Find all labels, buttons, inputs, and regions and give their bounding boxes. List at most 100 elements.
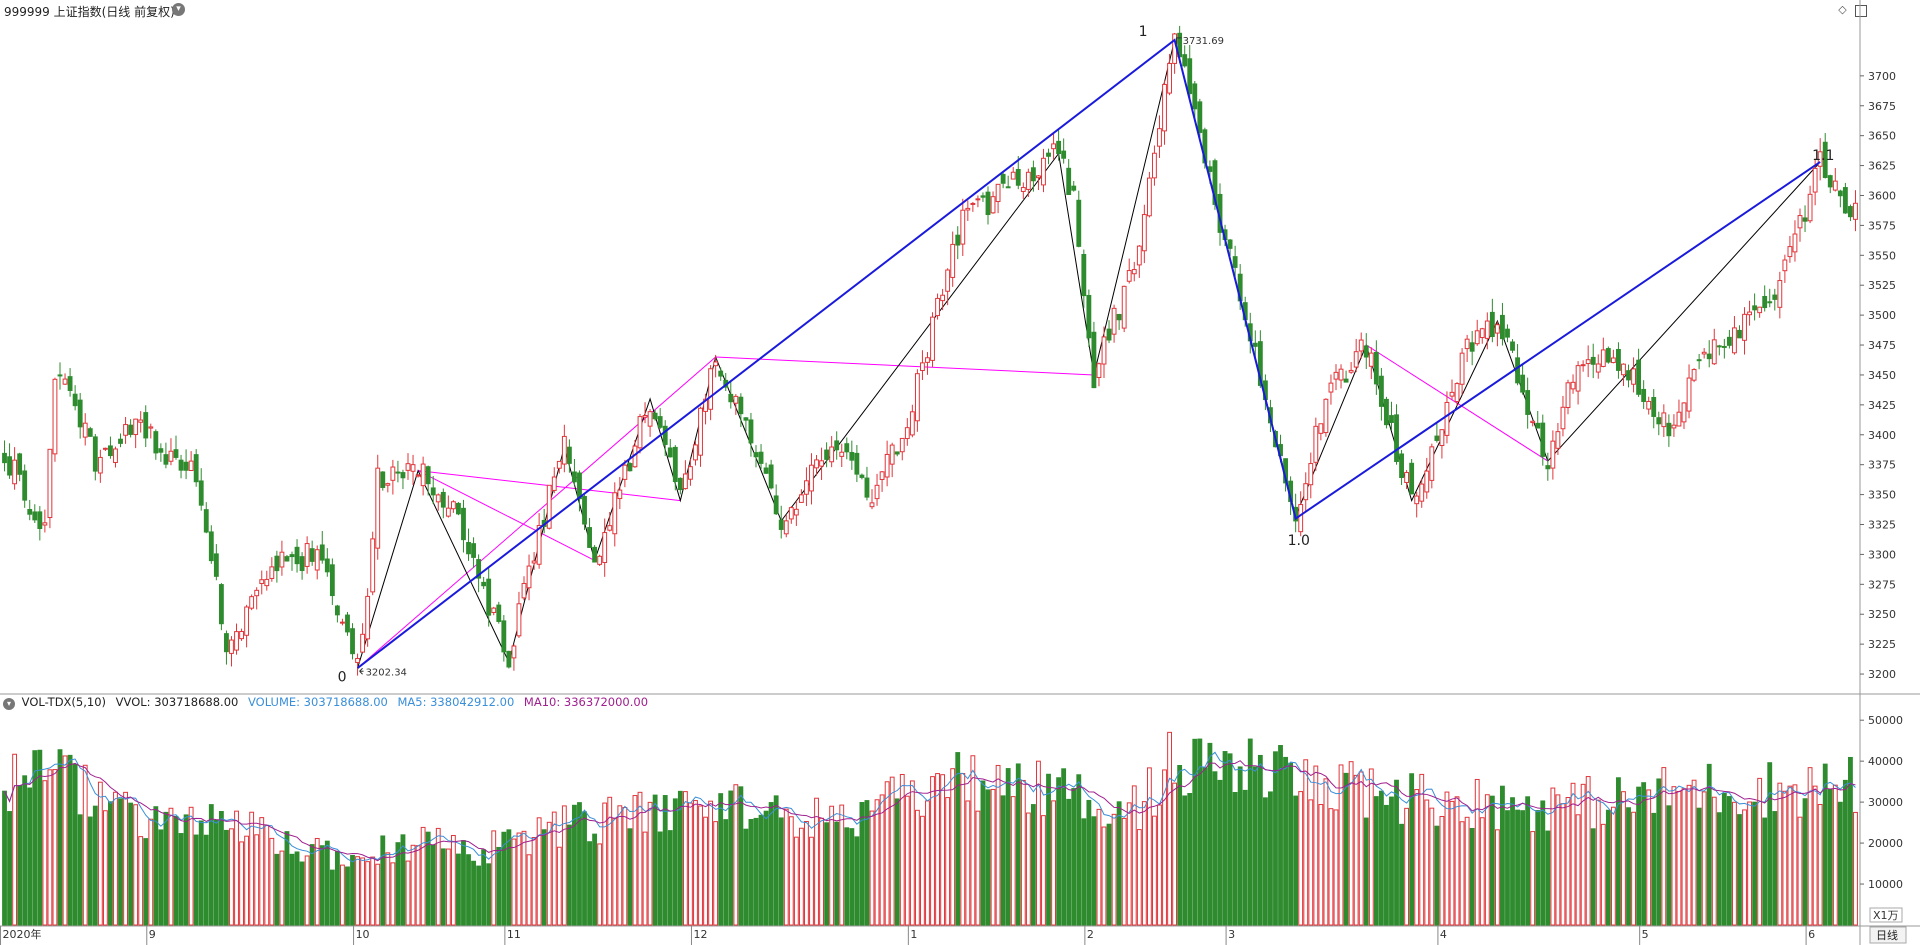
volume-bar	[657, 831, 663, 926]
volume-bar	[491, 830, 497, 926]
candle	[602, 518, 608, 577]
candle-body	[511, 645, 517, 659]
volume-bar	[1298, 791, 1304, 926]
candle	[839, 443, 845, 467]
volume-bar	[1732, 801, 1737, 926]
candle-body	[1550, 440, 1556, 469]
candle	[1555, 422, 1561, 455]
candle-body	[390, 466, 396, 481]
volume-bar	[541, 829, 547, 926]
volume-bar	[809, 836, 814, 926]
volume-bar	[1605, 809, 1611, 926]
candle	[12, 447, 18, 490]
volume-bar	[1807, 767, 1813, 926]
candle-body	[798, 494, 804, 503]
candle	[814, 455, 819, 476]
candle	[1338, 364, 1344, 389]
volume-bar	[1721, 792, 1727, 926]
candle	[1636, 348, 1642, 397]
candle	[340, 618, 345, 626]
price-tick-label: 3475	[1868, 339, 1896, 352]
candle	[57, 362, 63, 390]
volume-bar	[1020, 779, 1026, 926]
candle-body	[1419, 483, 1425, 502]
candle	[1510, 339, 1515, 353]
candle	[198, 468, 204, 511]
volume-bar	[1000, 795, 1006, 926]
volume-bar	[203, 834, 209, 926]
candle	[1061, 138, 1067, 164]
volume-bar	[723, 819, 729, 926]
volume-bar	[869, 810, 875, 926]
candle	[1716, 344, 1722, 356]
volume-bar	[1802, 798, 1808, 926]
candle	[1691, 368, 1697, 383]
panel-toggle-icon[interactable]	[1855, 5, 1867, 17]
candle-body	[143, 412, 149, 439]
candle	[793, 500, 799, 526]
candle-body	[1671, 424, 1677, 429]
candle-body	[259, 579, 265, 584]
volume-bar	[213, 819, 219, 926]
volume-bar	[1389, 796, 1394, 926]
volume-bar	[1434, 825, 1440, 926]
chevron-down-icon[interactable]: ▾	[172, 3, 185, 16]
candle	[1696, 353, 1702, 370]
candle	[960, 198, 966, 256]
volume-bar	[859, 802, 865, 926]
volume-bar	[1585, 776, 1591, 926]
candle-body	[72, 393, 78, 407]
volume-bar	[1484, 794, 1490, 926]
chevron-down-icon[interactable]: ▾	[3, 698, 15, 710]
candle	[1444, 391, 1450, 444]
candle-body	[1167, 62, 1172, 94]
candle-body	[1661, 412, 1667, 428]
candle	[577, 470, 582, 512]
candle	[531, 552, 537, 570]
candle-body	[1378, 375, 1384, 407]
candle	[1600, 337, 1606, 368]
candle-body	[370, 538, 376, 593]
candle	[370, 531, 376, 596]
candle	[1373, 340, 1379, 395]
candle-body	[375, 467, 381, 549]
candle-body	[52, 378, 58, 455]
volume-bar	[1489, 795, 1495, 926]
volume-bar	[476, 865, 482, 926]
volume-bar	[118, 798, 123, 926]
candle	[501, 615, 507, 662]
candle-body	[839, 451, 845, 457]
volume-bar	[1565, 796, 1571, 926]
candle	[1515, 344, 1520, 386]
volume-bar	[516, 832, 522, 926]
candle	[1409, 459, 1415, 495]
time-tick-label: 1	[910, 928, 917, 941]
candle-body	[1444, 401, 1450, 436]
candle-body	[1071, 185, 1077, 191]
candle-body	[1384, 398, 1389, 426]
volume-bar	[632, 795, 638, 926]
candle	[1580, 360, 1586, 372]
candle	[456, 502, 461, 516]
candle-body	[1585, 359, 1591, 365]
candle-body	[889, 444, 895, 465]
candle-body	[778, 519, 784, 530]
volume-bar	[218, 811, 224, 926]
volume-bar	[1444, 791, 1450, 926]
candle	[970, 202, 976, 212]
candle-body	[960, 209, 966, 245]
candle	[1585, 345, 1591, 378]
candle-body	[1414, 495, 1420, 505]
volume-bar	[365, 861, 371, 926]
candle-body	[218, 584, 224, 625]
volume-bar	[1257, 754, 1263, 926]
volume-bar	[1848, 756, 1853, 926]
candle	[1616, 342, 1621, 379]
candle	[471, 537, 476, 568]
candle-body	[1651, 397, 1657, 417]
volume-bar	[793, 836, 799, 926]
price-tick-label: 3375	[1868, 459, 1896, 472]
diamond-icon[interactable]: ◇	[1838, 3, 1847, 16]
candle	[350, 623, 355, 660]
